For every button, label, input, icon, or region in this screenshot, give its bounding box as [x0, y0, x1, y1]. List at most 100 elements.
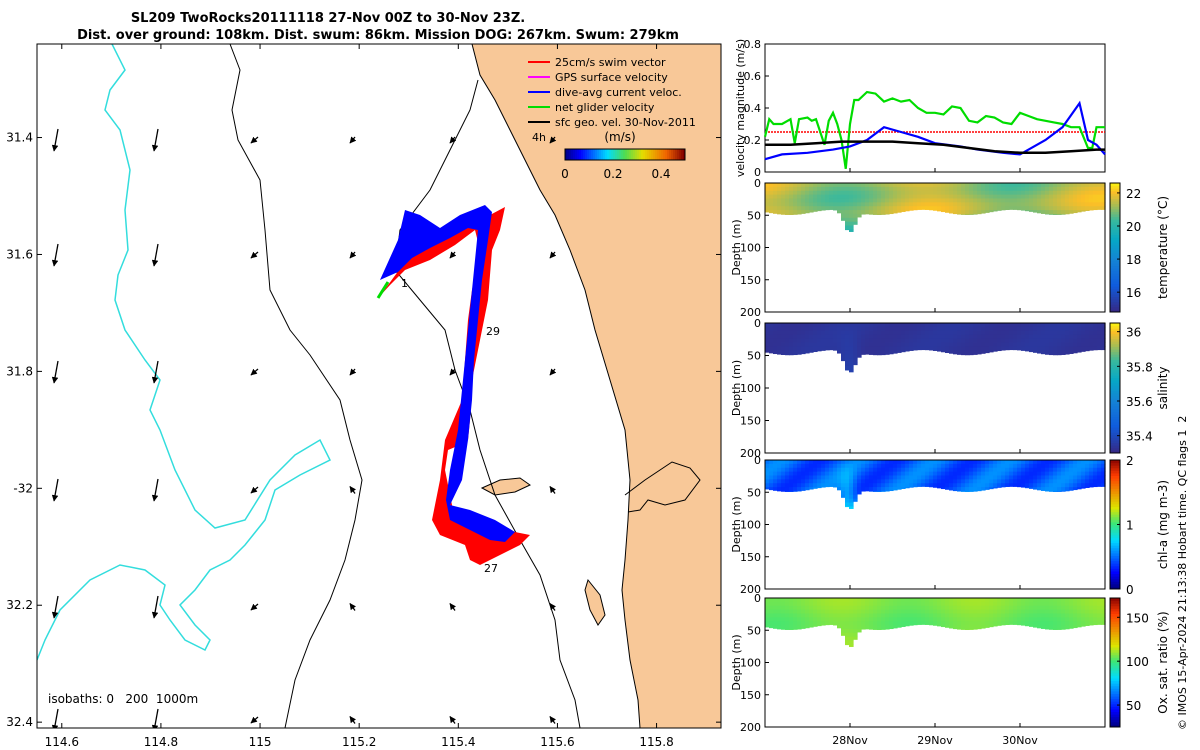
- section-cell: [977, 334, 982, 339]
- section-cell: [821, 475, 826, 480]
- section-cell: [881, 609, 886, 614]
- section-cell: [853, 632, 858, 638]
- section-y-tick-label: 150: [740, 689, 761, 702]
- section-cell: [1085, 475, 1090, 480]
- section-cell: [989, 338, 994, 343]
- section-cell: [797, 350, 802, 355]
- section-cell: [773, 487, 778, 491]
- section-cell: [881, 483, 886, 488]
- section-colorbar-tick-label: 150: [1126, 611, 1149, 625]
- section-cell: [909, 467, 914, 473]
- section-cell: [909, 342, 914, 347]
- section-cell: [1085, 342, 1090, 347]
- section-cell: [941, 186, 946, 192]
- section-cell: [941, 202, 946, 207]
- section-cell: [849, 460, 854, 465]
- section-cell: [857, 202, 862, 207]
- section-cell: [985, 625, 990, 628]
- section-cell: [917, 601, 922, 607]
- colorbar-cell: [665, 149, 668, 160]
- section-cell: [985, 621, 990, 626]
- section-cell: [1073, 194, 1078, 199]
- section-cell: [1073, 598, 1078, 603]
- section-cell: [825, 475, 830, 480]
- section-y-label: Depth (m): [730, 634, 743, 690]
- current-arrow: [549, 485, 557, 494]
- section-cell: [1005, 183, 1010, 188]
- section-colorbar-cell: [1110, 442, 1120, 446]
- section-cell: [853, 460, 858, 465]
- section-cell: [1021, 342, 1026, 347]
- section-cell: [949, 342, 954, 347]
- section-cell: [985, 338, 990, 343]
- section-cell: [981, 190, 986, 196]
- section-cell: [873, 202, 878, 207]
- map-y-tick-label: 31.4: [6, 131, 33, 145]
- section-cell: [769, 598, 774, 603]
- section-cell: [877, 460, 882, 465]
- legend-entry: GPS surface velocity: [555, 71, 668, 84]
- credit-text: © IMOS 15-Apr-2024 21:13:38 Hobart time.…: [1176, 416, 1189, 730]
- section-cell: [929, 183, 934, 188]
- current-arrow: [151, 595, 159, 619]
- section-cell: [805, 487, 810, 491]
- section-cell: [917, 198, 922, 203]
- section-cell: [893, 609, 898, 614]
- section-y-tick-label: 50: [747, 486, 761, 499]
- section-colorbar-cell: [1110, 286, 1120, 290]
- section-cell: [913, 202, 918, 207]
- section-cell: [817, 625, 822, 627]
- section-cell: [873, 334, 878, 339]
- section-cell: [1025, 598, 1030, 603]
- section-cell: [877, 467, 882, 473]
- section-cell: [785, 609, 790, 614]
- velocity-y-label: velocity magnitude (m/s): [734, 39, 747, 177]
- section-cell: [885, 625, 890, 630]
- section-cell: [949, 601, 954, 607]
- section-cell: [809, 621, 814, 626]
- section-cell: [785, 213, 790, 215]
- section-y-tick-label: 100: [740, 382, 761, 395]
- section-cell: [1061, 206, 1066, 211]
- section-cell: [829, 605, 834, 611]
- section-cell: [969, 487, 974, 492]
- section-cell: [773, 471, 778, 476]
- section-cell: [829, 202, 834, 207]
- section-cell: [781, 460, 786, 465]
- map-x-tick-label: 115: [249, 735, 272, 749]
- section-cell: [849, 229, 854, 232]
- section-cell: [1053, 609, 1058, 614]
- section-cell: [785, 194, 790, 199]
- section-cell: [901, 487, 906, 489]
- section-cell: [925, 186, 930, 192]
- section-cell: [829, 463, 834, 469]
- section-colorbar-cell: [1110, 647, 1120, 651]
- section-cell: [961, 350, 966, 355]
- section-cell: [1065, 613, 1070, 618]
- section-cell: [973, 617, 978, 622]
- section-cell: [1025, 183, 1030, 188]
- section-cell: [913, 621, 918, 626]
- section-cell: [969, 198, 974, 203]
- section-cell: [801, 460, 806, 465]
- section-cell: [853, 330, 858, 336]
- section-cell: [981, 463, 986, 469]
- section-cell: [1077, 483, 1082, 488]
- section-cell: [1037, 334, 1042, 339]
- section-cell: [981, 598, 986, 603]
- section-cell: [813, 463, 818, 469]
- section-cell: [865, 202, 870, 207]
- colorbar-cell: [669, 149, 672, 160]
- section-cell: [997, 330, 1002, 336]
- section-cell: [849, 221, 854, 226]
- section-cell: [785, 598, 790, 603]
- section-colorbar-tick-label: 2: [1126, 454, 1134, 468]
- section-cell: [857, 460, 862, 465]
- section-colorbar-cell: [1110, 570, 1120, 575]
- section-cell: [933, 326, 938, 332]
- section-cell: [921, 323, 926, 328]
- section-cell: [853, 479, 858, 484]
- section-cell: [769, 467, 774, 473]
- section-cell: [945, 487, 950, 490]
